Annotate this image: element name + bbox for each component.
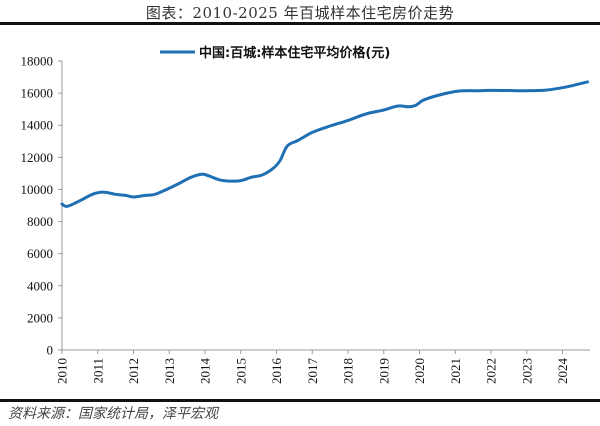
x-tick-label: 2011 [90,358,105,384]
x-tick-label: 2016 [269,358,284,385]
y-tick-label: 18000 [21,54,54,69]
top-rule [0,22,600,25]
x-tick-label: 2019 [376,358,391,384]
legend: 中国:百城:样本住宅平均价格(元) [160,45,390,61]
x-tick-label: 2021 [448,358,463,384]
x-tick-label: 2012 [126,358,141,384]
x-axis: 2010 2011 2012 2013 2014 2015 2016 2017 2018 2019… [55,349,590,385]
bottom-rule [0,399,600,402]
source-note: 资料来源：国家统计局，泽平宏观 [8,406,218,422]
x-tick-label: 2013 [162,358,177,384]
x-tick-label: 2015 [233,358,248,384]
y-tick-label: 14000 [21,118,54,133]
legend-label: 中国:百城:样本住宅平均价格(元) [199,45,390,61]
y-tick-label: 6000 [27,246,53,261]
y-tick-label: 10000 [21,182,54,197]
x-tick-label: 2018 [341,358,356,384]
x-tick-label: 2024 [555,358,570,385]
x-tick-label: 2023 [519,358,534,384]
y-tick-label: 12000 [21,150,54,165]
y-tick-label: 4000 [27,278,53,293]
x-tick-label: 2022 [484,358,499,384]
y-tick-label: 0 [47,343,54,358]
x-tick-label: 2010 [55,358,70,384]
y-tick-label: 2000 [27,310,53,325]
x-tick-label: 2020 [412,358,427,384]
series-line [60,80,589,208]
y-tick-label: 16000 [21,86,54,101]
y-tick-label: 8000 [27,214,53,229]
y-axis: 0 2000 4000 6000 8000 10000 12000 14000 16000 180… [21,54,63,358]
chart-title: 图表：2010-2025 年百城样本住宅房价走势 [145,4,455,22]
x-tick-label: 2014 [198,358,213,385]
x-tick-label: 2017 [305,358,320,385]
